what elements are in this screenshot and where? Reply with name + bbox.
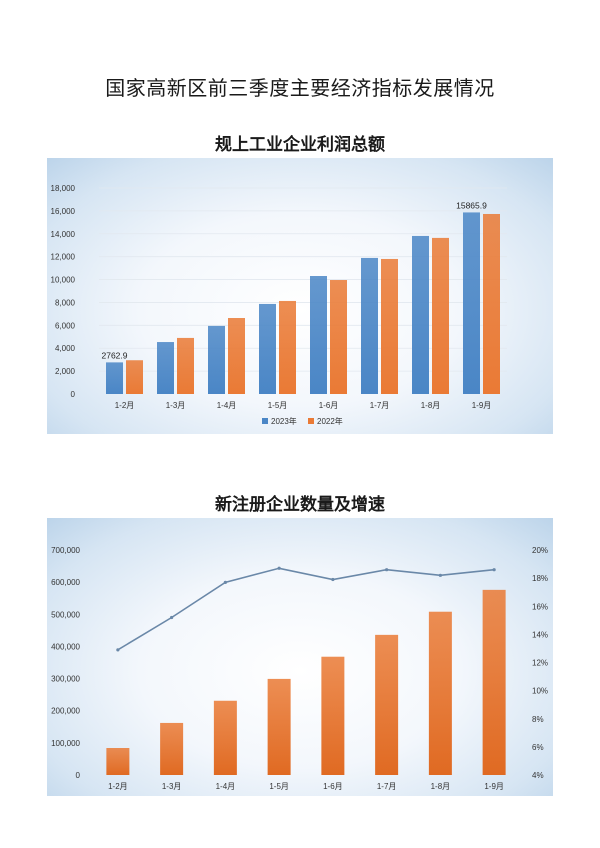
chart2-title: 新注册企业数量及增速 <box>215 495 385 515</box>
bar-2022年-1-9月 <box>483 213 500 394</box>
growth-rate-line <box>117 567 495 651</box>
y-tick-label: 500,000 <box>51 610 80 619</box>
y-tick-label: 0 <box>76 771 81 780</box>
y-tick-label: 700,000 <box>51 546 80 555</box>
line-marker <box>492 568 496 572</box>
x-tick-label: 1-9月 <box>472 401 492 410</box>
y-tick-label: 600,000 <box>51 578 80 587</box>
x-tick-label: 1-8月 <box>421 401 441 410</box>
bar-1-7月 <box>375 634 399 775</box>
y-tick-label: 4,000 <box>55 344 76 353</box>
chart1-profit: 0 2,000 4,000 6,000 8,000 10,000 12,000 14,000 1… <box>47 158 553 434</box>
bar-2023年-1-5月 <box>259 303 276 394</box>
chart2-svg: 0 100,000 200,000 300,000 400,000 500,000 600,… <box>51 546 548 791</box>
x-tick-label: 1-5月 <box>268 401 288 410</box>
y2-tick-label: 4% <box>532 771 544 780</box>
y-tick-label: 300,000 <box>51 675 80 684</box>
x-tick-label: 1-3月 <box>162 782 182 791</box>
x-tick-label: 1-8月 <box>431 782 451 791</box>
y2-tick-label: 8% <box>532 715 544 724</box>
data-label: 2762.9 <box>102 350 128 360</box>
y-tick-label: 18,000 <box>51 184 76 193</box>
bar-2022年-1-6月 <box>330 280 347 394</box>
y-tick-label: 12,000 <box>51 253 76 262</box>
x-tick-label: 1-2月 <box>108 782 128 791</box>
line-marker <box>116 648 120 652</box>
legend-swatch <box>308 418 314 424</box>
legend: 2023年 2022年 <box>262 416 343 426</box>
bar-1-3月 <box>160 722 184 775</box>
x-tick-label: 1-6月 <box>323 782 343 791</box>
legend-swatch <box>262 418 268 424</box>
x-tick-label: 1-7月 <box>377 782 397 791</box>
y-tick-label: 400,000 <box>51 642 80 651</box>
y-tick-label: 16,000 <box>51 207 76 216</box>
bar-2022年-1-8月 <box>432 237 449 394</box>
x-tick-label: 1-5月 <box>269 782 289 791</box>
bar-2022年-1-3月 <box>177 337 194 394</box>
bar-1-5月 <box>267 678 291 775</box>
y-tick-label: 0 <box>71 390 76 399</box>
bar-2023年-1-3月 <box>157 342 174 394</box>
y-tick-label: 8,000 <box>55 298 76 307</box>
bar-2022年-1-2月 <box>126 360 143 394</box>
data-label: 15865.9 <box>456 200 487 210</box>
chart1-title: 规上工业企业利润总额 <box>215 135 385 155</box>
y-tick-label: 100,000 <box>51 739 80 748</box>
line-marker <box>331 577 335 582</box>
x-tick-label: 1-4月 <box>217 401 237 410</box>
y-tick-label: 14,000 <box>51 230 76 239</box>
bar-1-8月 <box>428 611 452 775</box>
page-title: 国家高新区前三季度主要经济指标发展情况 <box>105 76 495 100</box>
bar-2023年-1-2月 <box>106 362 123 394</box>
x-tick-label: 1-9月 <box>484 782 504 791</box>
y2-tick-label: 6% <box>532 743 544 752</box>
y-tick-label: 200,000 <box>51 707 80 716</box>
bar-2023年-1-4月 <box>208 325 225 394</box>
y2-tick-label: 12% <box>532 659 548 668</box>
y2-tick-label: 20% <box>532 546 548 555</box>
y2-tick-label: 14% <box>532 630 548 639</box>
bar-1-2月 <box>106 748 130 775</box>
line-marker <box>438 573 442 577</box>
x-tick-label: 1-2月 <box>115 401 135 410</box>
line-marker <box>223 580 227 584</box>
legend-label: 2022年 <box>317 416 343 426</box>
y2-tick-label: 10% <box>532 687 548 696</box>
line-marker <box>385 568 389 572</box>
bar-2022年-1-5月 <box>279 300 296 394</box>
x-tick-label: 1-7月 <box>370 401 390 410</box>
legend-label: 2023年 <box>271 416 297 426</box>
bar-1-4月 <box>213 700 237 775</box>
bar-2023年-1-7月 <box>361 257 378 394</box>
y2-tick-label: 18% <box>532 574 548 583</box>
bar-2023年-1-9月 <box>463 212 480 394</box>
x-tick-label: 1-4月 <box>216 782 236 791</box>
x-tick-label: 1-3月 <box>166 401 186 410</box>
y-tick-label: 6,000 <box>55 321 76 330</box>
bar-1-6月 <box>321 656 345 775</box>
y-tick-label: 2,000 <box>55 367 76 376</box>
bar-1-9月 <box>482 589 506 775</box>
y-tick-label: 10,000 <box>51 276 76 285</box>
y2-tick-label: 16% <box>532 602 548 611</box>
line-marker <box>170 615 174 620</box>
bar-2022年-1-4月 <box>228 318 245 394</box>
bar-2023年-1-6月 <box>310 276 327 394</box>
x-tick-label: 1-6月 <box>319 401 339 410</box>
chart2-registrations: 0 100,000 200,000 300,000 400,000 500,000 600,… <box>47 518 553 796</box>
bar-2023年-1-8月 <box>412 235 429 394</box>
bar-2022年-1-7月 <box>381 258 398 394</box>
chart1-svg: 0 2,000 4,000 6,000 8,000 10,000 12,000 14,000 1… <box>51 184 507 426</box>
line-marker <box>277 566 281 570</box>
